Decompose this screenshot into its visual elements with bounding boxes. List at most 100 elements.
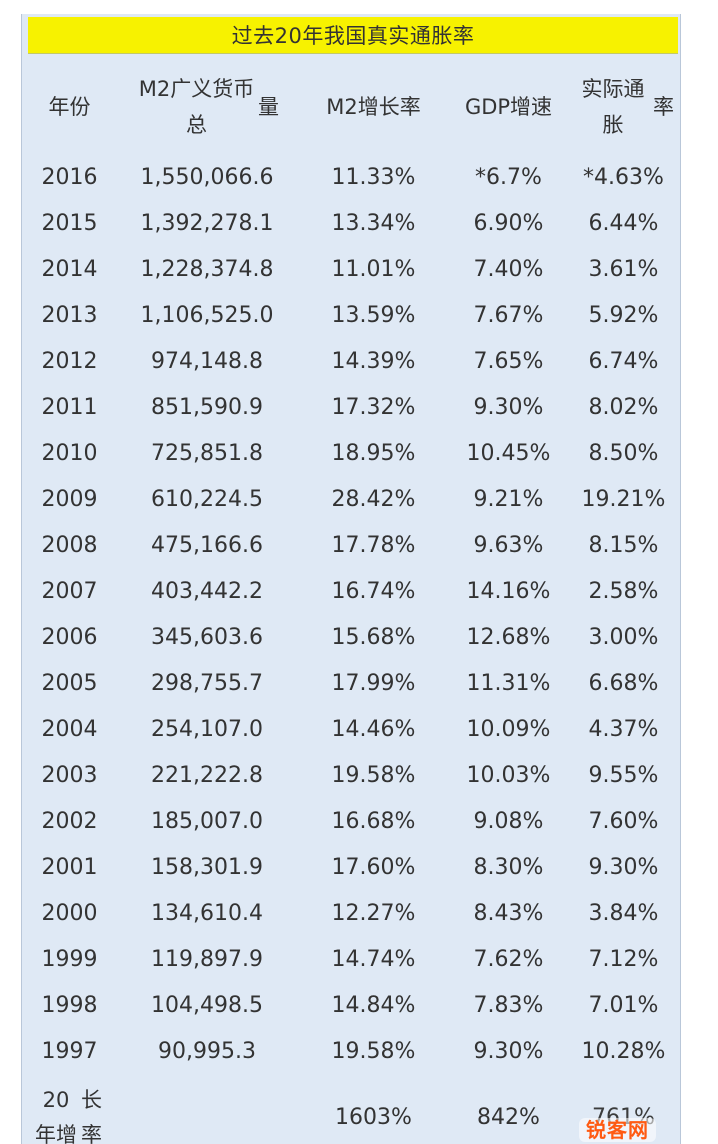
gdp-growth-cell: 12.68% [466, 625, 551, 650]
summary-label: 20年增 长率 [22, 1078, 117, 1144]
summary-label-line-1: 20年增 [35, 1088, 78, 1144]
m2-growth-cell: 18.95% [331, 441, 416, 466]
year-cell: 2011 [41, 395, 98, 420]
gdp-growth-cell: *6.7% [475, 165, 542, 190]
gdp-growth-cell: 10.03% [466, 763, 551, 788]
m2-cell: 974,148.8 [151, 349, 263, 374]
table-row: 1997 90,995.3 19.58% 9.30% 10.28% [22, 1029, 680, 1075]
year-cell: 2009 [41, 487, 98, 512]
year-cell: 2002 [41, 809, 98, 834]
m2-cell: 610,224.5 [151, 487, 263, 512]
m2-cell: 475,166.6 [151, 533, 263, 558]
year-cell: 1998 [41, 993, 98, 1018]
real-inflation-cell: *4.63% [583, 165, 664, 190]
m2-cell: 725,851.8 [151, 441, 263, 466]
m2-cell: 104,498.5 [151, 993, 263, 1018]
table-row: 2011 851,590.9 17.32% 9.30% 8.02% [22, 385, 680, 431]
year-cell: 2004 [41, 717, 98, 742]
table-row: 2002 185,007.0 16.68% 9.08% 7.60% [22, 799, 680, 845]
inflation-table: 过去20年我国真实通胀率 年份 M2广义货币总 量 M2增长率 GDP增速 实际… [21, 14, 681, 1144]
gdp-growth-cell: 7.67% [473, 303, 544, 328]
table-title: 过去20年我国真实通胀率 [28, 17, 678, 54]
m2-cell: 119,897.9 [151, 947, 263, 972]
table-row: 2010 725,851.8 18.95% 10.45% 8.50% [22, 431, 680, 477]
table-row: 2012 974,148.8 14.39% 7.65% 6.74% [22, 339, 680, 385]
m2-cell: 134,610.4 [151, 901, 263, 926]
m2-growth-cell: 14.84% [331, 993, 416, 1018]
gdp-growth-cell: 9.30% [473, 1039, 544, 1064]
gdp-growth-cell: 9.08% [473, 809, 544, 834]
m2-cell: 185,007.0 [151, 809, 263, 834]
real-inflation-cell: 7.12% [588, 947, 659, 972]
m2-growth-cell: 16.74% [331, 579, 416, 604]
real-inflation-cell: 19.21% [581, 487, 666, 512]
real-inflation-cell: 8.15% [588, 533, 659, 558]
m2-cell: 1,228,374.8 [140, 257, 274, 282]
table-row: 2016 1,550,066.6 11.33% *6.7% *4.63% [22, 155, 680, 201]
header-m2-label-line-1: M2广义货币总 [138, 77, 255, 137]
year-cell: 2001 [41, 855, 98, 880]
year-cell: 2003 [41, 763, 98, 788]
year-cell: 2016 [41, 165, 98, 190]
header-year-label: 年份 [48, 95, 91, 119]
year-cell: 1999 [41, 947, 98, 972]
header-gdp-growth: GDP增速 [450, 89, 567, 125]
m2-cell: 221,222.8 [151, 763, 263, 788]
m2-cell: 345,603.6 [151, 625, 263, 650]
m2-cell: 403,442.2 [151, 579, 263, 604]
m2-growth-cell: 15.68% [331, 625, 416, 650]
m2-growth-cell: 13.34% [331, 211, 416, 236]
table-row: 2009 610,224.5 28.42% 9.21% 19.21% [22, 477, 680, 523]
m2-growth-cell: 17.78% [331, 533, 416, 558]
real-inflation-cell: 6.68% [588, 671, 659, 696]
header-m2-label-line-2: 量 [258, 95, 279, 119]
real-inflation-cell: 6.74% [588, 349, 659, 374]
m2-growth-cell: 14.46% [331, 717, 416, 742]
header-gdp-growth-label: GDP增速 [464, 95, 553, 119]
m2-growth-cell: 13.59% [331, 303, 416, 328]
m2-growth-cell: 17.60% [331, 855, 416, 880]
header-real-inflation-label-line-1: 实际通胀 [581, 77, 645, 137]
table-row: 2008 475,166.6 17.78% 9.63% 8.15% [22, 523, 680, 569]
gdp-growth-cell: 11.31% [466, 671, 551, 696]
real-inflation-cell: 10.28% [581, 1039, 666, 1064]
year-cell: 2015 [41, 211, 98, 236]
summary-label-line-2: 长率 [81, 1088, 103, 1144]
m2-growth-cell: 19.58% [331, 1039, 416, 1064]
m2-growth-cell: 14.74% [331, 947, 416, 972]
gdp-growth-cell: 9.30% [473, 395, 544, 420]
header-m2: M2广义货币总 量 [117, 71, 297, 143]
m2-growth-cell: 14.39% [331, 349, 416, 374]
table-row: 2015 1,392,278.1 13.34% 6.90% 6.44% [22, 201, 680, 247]
table-header-row: 年份 M2广义货币总 量 M2增长率 GDP增速 实际通胀 率 [22, 62, 680, 152]
m2-cell: 298,755.7 [151, 671, 263, 696]
table-row: 2007 403,442.2 16.74% 14.16% 2.58% [22, 569, 680, 615]
year-cell: 1997 [41, 1039, 98, 1064]
watermark-logo: 锐客网 [579, 1118, 656, 1142]
real-inflation-cell: 4.37% [588, 717, 659, 742]
m2-growth-cell: 12.27% [331, 901, 416, 926]
real-inflation-cell: 9.55% [588, 763, 659, 788]
gdp-growth-cell: 7.65% [473, 349, 544, 374]
header-real-inflation-label-line-2: 率 [653, 95, 674, 119]
gdp-growth-cell: 9.21% [473, 487, 544, 512]
real-inflation-cell: 3.00% [588, 625, 659, 650]
table-row: 2006 345,603.6 15.68% 12.68% 3.00% [22, 615, 680, 661]
m2-cell: 1,550,066.6 [140, 165, 274, 190]
year-cell: 2010 [41, 441, 98, 466]
summary-m2-cell [117, 1078, 297, 1144]
real-inflation-cell: 5.92% [588, 303, 659, 328]
real-inflation-cell: 7.01% [588, 993, 659, 1018]
gdp-growth-cell: 10.45% [466, 441, 551, 466]
m2-growth-cell: 11.33% [331, 165, 416, 190]
table-row: 2003 221,222.8 19.58% 10.03% 9.55% [22, 753, 680, 799]
m2-cell: 1,106,525.0 [140, 303, 274, 328]
year-cell: 2008 [41, 533, 98, 558]
real-inflation-cell: 6.44% [588, 211, 659, 236]
real-inflation-cell: 8.02% [588, 395, 659, 420]
year-cell: 2007 [41, 579, 98, 604]
gdp-growth-cell: 10.09% [466, 717, 551, 742]
header-m2-growth: M2增长率 [297, 89, 450, 125]
m2-cell: 158,301.9 [151, 855, 263, 880]
gdp-growth-cell: 6.90% [473, 211, 544, 236]
